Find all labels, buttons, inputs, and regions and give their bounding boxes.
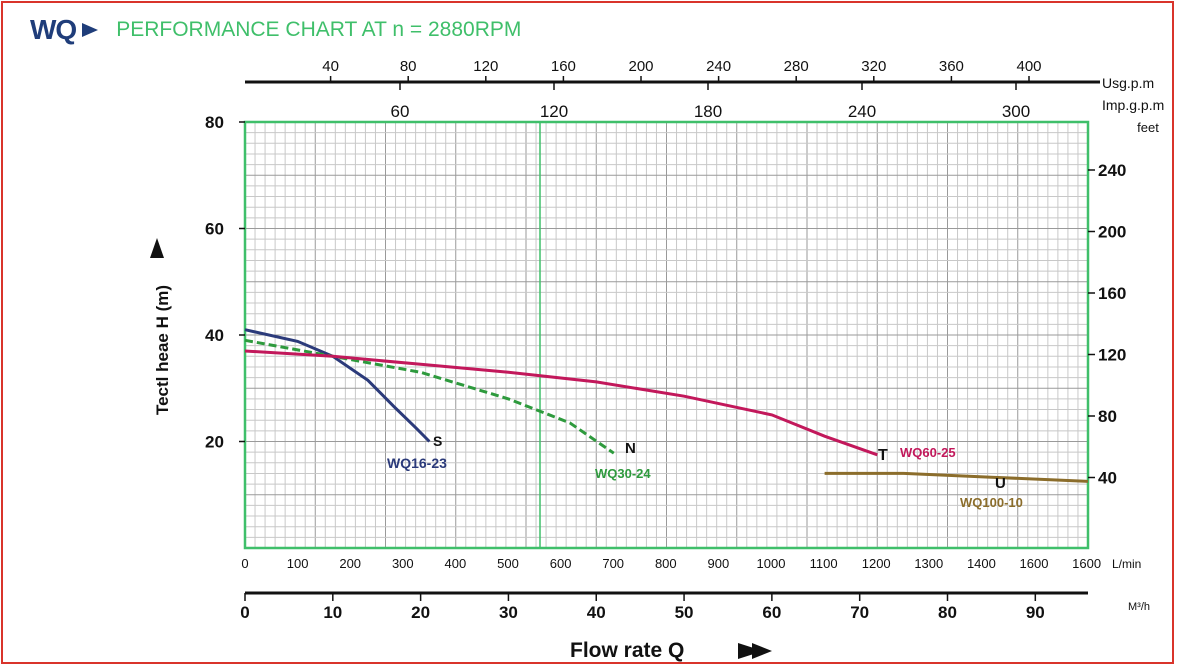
head-tick-label: 20 — [205, 433, 224, 452]
lmin-tick-label: 500 — [497, 556, 519, 571]
y-axis-arrow-icon — [150, 238, 164, 258]
feet-tick-label: 40 — [1098, 469, 1117, 488]
impgpm-tick-label: 120 — [540, 102, 568, 121]
head-tick-label: 60 — [205, 220, 224, 239]
feet-tick-label: 240 — [1098, 161, 1126, 180]
m3h-tick-label: 50 — [675, 603, 694, 622]
m3h-tick-label: 70 — [850, 603, 869, 622]
curve-letter-u: U — [995, 475, 1006, 492]
m3h-tick-label: 20 — [411, 603, 430, 622]
lmin-tick-label: 1600 — [1020, 556, 1049, 571]
m3h-unit-label: M³/h — [1128, 601, 1150, 613]
series-label-wq30-24: WQ30-24 — [595, 466, 651, 481]
head-tick-label: 40 — [205, 326, 224, 345]
curve-letter-t: T — [878, 447, 888, 464]
curve-wq30-24 — [245, 340, 614, 453]
feet-tick-label: 200 — [1098, 223, 1126, 242]
impgpm-tick-label: 240 — [848, 102, 876, 121]
m3h-tick-label: 30 — [499, 603, 518, 622]
impgpm-tick-label: 300 — [1002, 102, 1030, 121]
impgpm-tick-label: 180 — [694, 102, 722, 121]
usgpm-tick-label: 80 — [400, 58, 417, 75]
lmin-tick-label: 1100 — [810, 556, 838, 571]
lmin-tick-label: 1000 — [757, 556, 786, 571]
m3h-tick-label: 90 — [1026, 603, 1045, 622]
lmin-tick-label: 900 — [708, 556, 730, 571]
m3h-tick-label: 0 — [240, 603, 249, 622]
lmin-tick-label: 1600 — [1072, 556, 1101, 571]
usgpm-tick-label: 360 — [939, 58, 964, 75]
lmin-tick-label: 1300 — [914, 556, 943, 571]
usgpm-tick-label: 160 — [551, 58, 576, 75]
feet-unit-label: feet — [1137, 120, 1159, 135]
lmin-tick-label: 100 — [287, 556, 309, 571]
lmin-unit-label: L/min — [1112, 557, 1141, 571]
m3h-tick-label: 40 — [587, 603, 606, 622]
curve-wq100-10 — [825, 473, 1088, 481]
feet-tick-label: 80 — [1098, 407, 1117, 426]
usgpm-tick-label: 400 — [1016, 58, 1041, 75]
x-axis-arrow-icon — [738, 643, 772, 659]
series-label-wq100-10: WQ100-10 — [960, 495, 1023, 510]
impgpm-tick-label: 60 — [391, 102, 410, 121]
usgpm-tick-label: 120 — [473, 58, 498, 75]
series-label-wq16-23: WQ16-23 — [387, 455, 447, 471]
lmin-tick-label: 300 — [392, 556, 414, 571]
chart-grid — [245, 122, 1088, 548]
lmin-tick-label: 200 — [339, 556, 361, 571]
lmin-tick-label: 400 — [445, 556, 467, 571]
lmin-tick-label: 1200 — [862, 556, 891, 571]
m3h-tick-label: 60 — [762, 603, 781, 622]
feet-tick-label: 120 — [1098, 346, 1126, 365]
usgpm-tick-label: 200 — [628, 58, 653, 75]
lmin-tick-label: 700 — [602, 556, 624, 571]
feet-tick-label: 160 — [1098, 284, 1126, 303]
curve-letter-n: N — [625, 440, 636, 457]
curve-letter-s: S — [433, 433, 442, 449]
x-axis-title: Flow rate Q — [570, 639, 684, 662]
m3h-tick-label: 80 — [938, 603, 957, 622]
series-label-wq60-25: WQ60-25 — [900, 445, 956, 460]
usgpm-tick-label: 280 — [784, 58, 809, 75]
y-axis-title: Tectl heae H (m) — [153, 285, 172, 415]
lmin-tick-label: 0 — [241, 556, 248, 571]
lmin-tick-label: 800 — [655, 556, 677, 571]
usgpm-unit-label: Usg.p.m — [1102, 75, 1154, 91]
impgpm-unit-label: Imp.g.p.m — [1102, 97, 1164, 113]
usgpm-tick-label: 40 — [322, 58, 339, 75]
m3h-tick-label: 10 — [323, 603, 342, 622]
usgpm-tick-label: 320 — [861, 58, 886, 75]
usgpm-tick-label: 240 — [706, 58, 731, 75]
lmin-tick-label: 600 — [550, 556, 572, 571]
head-tick-label: 80 — [205, 113, 224, 132]
lmin-tick-label: 1400 — [967, 556, 996, 571]
